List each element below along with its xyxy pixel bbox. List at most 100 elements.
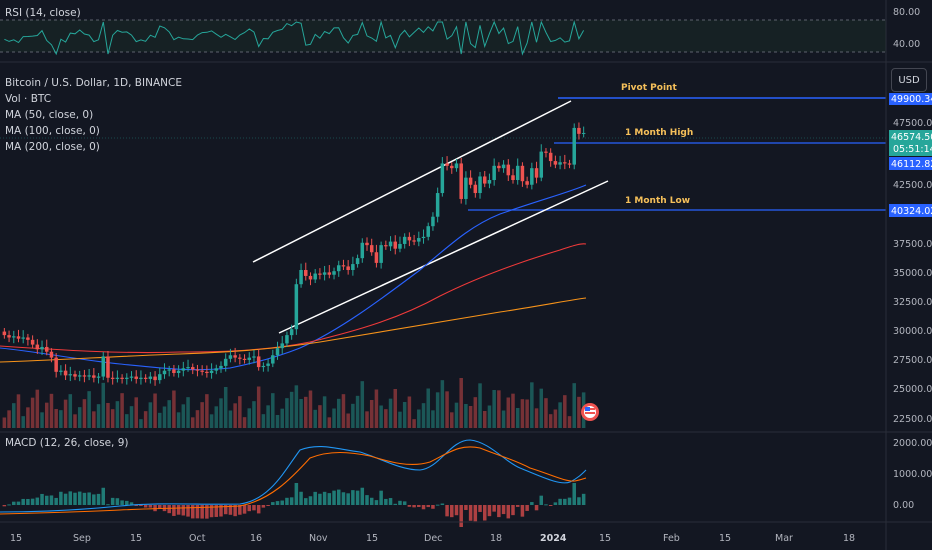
- volume-bar: [190, 417, 195, 428]
- candle: [181, 368, 186, 371]
- ma100-line: [0, 243, 587, 354]
- candle: [16, 336, 21, 339]
- macd-histogram-bar: [478, 505, 482, 512]
- candle: [577, 127, 581, 134]
- volume-bar: [445, 391, 449, 428]
- macd-pane: MACD (12, 26, close, 9) 2000.00 1000.00 …: [0, 437, 932, 527]
- candle: [115, 377, 120, 379]
- channel-lower-line[interactable]: [278, 180, 609, 334]
- volume-bar: [223, 387, 228, 428]
- candle: [209, 370, 214, 374]
- volume-bar: [92, 411, 96, 428]
- macd-histogram-bar: [205, 505, 209, 519]
- volume-bar: [77, 407, 82, 428]
- macd-histogram-bar: [525, 505, 529, 511]
- volume-bar: [129, 406, 134, 428]
- volume-bar: [435, 392, 440, 428]
- volume-bar: [158, 412, 162, 428]
- ma100-label[interactable]: MA (100, close, 0): [5, 125, 100, 137]
- volume-bar: [120, 393, 124, 428]
- macd-histogram: [2, 483, 586, 527]
- candle: [223, 358, 228, 366]
- macd-histogram-bar: [563, 498, 567, 505]
- macd-histogram-bar: [87, 492, 91, 505]
- volume-bar: [101, 382, 106, 428]
- candle: [285, 335, 289, 344]
- channel-upper-line[interactable]: [252, 100, 572, 263]
- macd-histogram-bar: [96, 493, 101, 505]
- volume-bar: [577, 396, 581, 428]
- volume-bar: [252, 401, 256, 428]
- candle: [445, 163, 449, 166]
- macd-histogram-bar: [54, 497, 58, 505]
- volume-label[interactable]: Vol · BTC: [5, 93, 51, 105]
- volume-bar: [369, 400, 374, 428]
- candle: [73, 374, 77, 377]
- macd-histogram-bar: [304, 498, 308, 505]
- macd-label[interactable]: MACD (12, 26, close, 9): [5, 437, 128, 449]
- candle: [492, 165, 496, 181]
- currency-button[interactable]: USD: [891, 68, 927, 92]
- macd-histogram-bar: [393, 503, 398, 505]
- candle: [44, 346, 49, 352]
- volume-bar: [336, 398, 341, 428]
- volume-bar: [468, 406, 473, 428]
- macd-histogram-bar: [402, 501, 407, 505]
- volume-bar: [563, 395, 567, 428]
- candle: [228, 355, 233, 359]
- macd-histogram-bar: [30, 498, 35, 505]
- macd-histogram-bar: [459, 505, 463, 527]
- candle: [464, 177, 468, 199]
- volume-bar: [40, 412, 44, 428]
- candle: [176, 370, 181, 374]
- macd-histogram-bar: [77, 491, 82, 505]
- candle: [544, 151, 548, 153]
- rsi-tick-40: 40.00: [893, 39, 920, 50]
- macd-histogram-bar: [12, 501, 16, 505]
- candle: [511, 175, 515, 181]
- us-flag-icon[interactable]: [581, 403, 599, 421]
- volume-bar: [209, 414, 214, 428]
- volume-bar: [421, 403, 426, 428]
- candle: [501, 164, 506, 169]
- volume-bar: [214, 406, 219, 428]
- time-tick: 16: [250, 533, 262, 544]
- symbol-title[interactable]: Bitcoin / U.S. Dollar, 1D, BINANCE: [5, 77, 182, 89]
- time-axis[interactable]: 15 Sep 15 Oct 16 Nov 15 Dec 18 2024 15 F…: [10, 533, 855, 544]
- candle: [40, 346, 44, 350]
- macd-histogram-bar: [200, 505, 204, 519]
- candle: [242, 358, 247, 360]
- pivot-price-tag: 49900.34: [891, 94, 932, 105]
- macd-histogram-bar: [520, 505, 525, 517]
- candle: [468, 177, 473, 185]
- candle: [539, 151, 544, 178]
- volume-bar: [544, 398, 548, 428]
- time-tick: Mar: [775, 533, 793, 544]
- ma200-label[interactable]: MA (200, close, 0): [5, 141, 100, 153]
- macd-histogram-bar: [148, 505, 153, 508]
- macd-histogram-bar: [530, 502, 534, 505]
- time-tick: 15: [719, 533, 731, 544]
- volume-bar: [106, 403, 110, 428]
- volume-bars: [2, 378, 586, 428]
- macd-histogram-bar: [134, 505, 138, 506]
- rsi-tick-80: 80.00: [893, 7, 920, 18]
- candle: [167, 369, 171, 371]
- candle: [92, 375, 96, 378]
- candle: [110, 377, 115, 379]
- volume-bar: [327, 417, 332, 428]
- candle: [30, 339, 35, 345]
- candle: [346, 266, 350, 270]
- macd-histogram-bar: [548, 505, 553, 506]
- macd-histogram-bar: [506, 505, 511, 519]
- ma50-label[interactable]: MA (50, close, 0): [5, 109, 93, 121]
- candle: [558, 162, 562, 165]
- candle: [548, 152, 553, 162]
- macd-histogram-bar: [63, 493, 68, 505]
- macd-histogram-bar: [398, 500, 402, 505]
- volume-bar: [487, 405, 492, 428]
- macd-histogram-bar: [511, 505, 515, 516]
- candle: [515, 165, 520, 181]
- volume-bar: [238, 396, 242, 428]
